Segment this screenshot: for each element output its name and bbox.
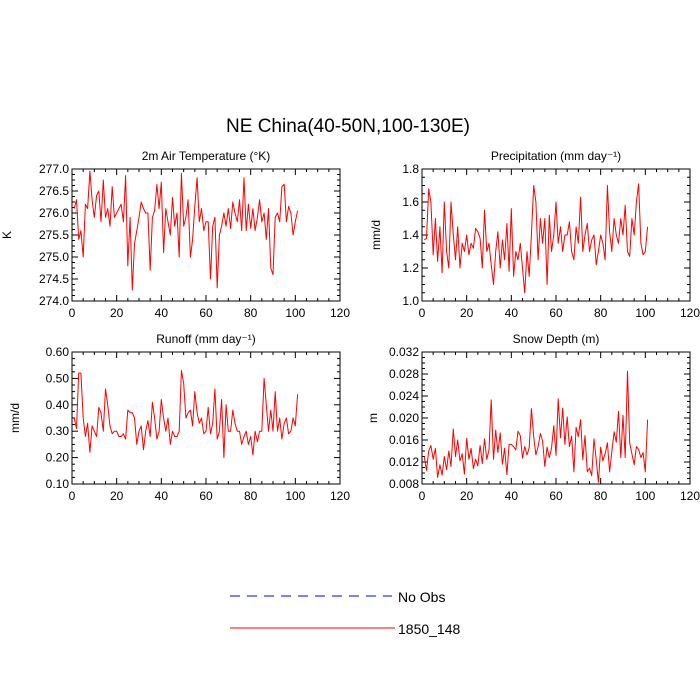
panel-runoff: Runoff (mm day⁻¹) mm/d 0 20 40 60 80 100 120 0.60… <box>8 332 350 503</box>
y-tick-label-runoff: 0.30 <box>46 424 70 438</box>
y-tick-label-precipitation: 1.0 <box>402 294 419 308</box>
series-line-snow-depth <box>423 370 649 483</box>
panel-snow-depth: Snow Depth (m) m 0 20 40 60 80 100 120 0.032 0.028… <box>366 332 700 503</box>
y-tick-label-runoff: 0.60 <box>46 345 70 359</box>
x-tick-label-precipitation: 20 <box>460 306 474 320</box>
y-tick-label-snow-depth: 0.032 <box>389 345 419 359</box>
y-tick-label-runoff: 0.40 <box>46 398 70 412</box>
x-tick-label-air-temperature: 120 <box>330 306 350 320</box>
x-tick-label-runoff: 80 <box>244 489 258 503</box>
series-line-air-temperature <box>73 170 299 291</box>
x-tick-label-snow-depth: 40 <box>505 489 519 503</box>
x-tick-label-snow-depth: 100 <box>635 489 655 503</box>
y-tick-label-air-temperature: 277.0 <box>39 162 69 176</box>
x-tick-label-precipitation: 0 <box>419 306 426 320</box>
x-tick-label-snow-depth: 60 <box>549 489 563 503</box>
plot-frame-snow-depth <box>421 351 691 485</box>
y-tick-label-precipitation: 1.2 <box>402 261 419 275</box>
y-tick-label-snow-depth: 0.020 <box>389 411 419 425</box>
y-tick-label-snow-depth: 0.008 <box>389 477 419 491</box>
y-axis-label-air-temperature: K <box>0 231 14 239</box>
y-axis-label-runoff: mm/d <box>8 403 22 433</box>
y-tick-label-air-temperature: 275.5 <box>39 228 69 242</box>
panel-air-temperature: 2m Air Temperature (°K) K 0 20 40 60 80 100 120 2… <box>0 149 350 320</box>
panel-title-snow-depth: Snow Depth (m) <box>513 332 600 346</box>
series-line-precipitation <box>423 183 649 294</box>
y-tick-label-runoff: 0.10 <box>46 477 70 491</box>
x-tick-label-runoff: 120 <box>330 489 350 503</box>
x-tick-label-snow-depth: 120 <box>680 489 700 503</box>
x-tick-label-air-temperature: 20 <box>110 306 124 320</box>
y-tick-label-snow-depth: 0.024 <box>389 389 419 403</box>
x-tick-label-runoff: 40 <box>155 489 169 503</box>
figure-title: NE China(40-50N,100-130E) <box>226 116 470 137</box>
y-tick-label-air-temperature: 275.0 <box>39 250 69 264</box>
x-tick-label-air-temperature: 40 <box>155 306 169 320</box>
series-line-runoff <box>73 370 299 459</box>
x-tick-label-air-temperature: 60 <box>199 306 213 320</box>
legend-label-no-obs: No Obs <box>398 589 445 605</box>
x-tick-label-runoff: 60 <box>199 489 213 503</box>
legend-label-1850-148: 1850_148 <box>398 621 461 637</box>
y-tick-label-air-temperature: 276.5 <box>39 184 69 198</box>
plot-frame-runoff <box>71 351 341 485</box>
legend: No Obs 1850_148 <box>230 589 461 637</box>
x-tick-label-air-temperature: 0 <box>69 306 76 320</box>
y-tick-label-snow-depth: 0.012 <box>389 455 419 469</box>
y-axis-label-snow-depth: m <box>366 413 380 423</box>
panel-precipitation: Precipitation (mm day⁻¹) mm/d 0 20 40 60 80 100… <box>369 149 700 320</box>
panels: 2m Air Temperature (°K) K 0 20 40 60 80 100 120 2… <box>0 149 700 503</box>
panel-title-precipitation: Precipitation (mm day⁻¹) <box>491 149 621 163</box>
x-tick-label-precipitation: 120 <box>680 306 700 320</box>
x-tick-label-runoff: 0 <box>69 489 76 503</box>
x-tick-label-precipitation: 100 <box>635 306 655 320</box>
x-tick-label-snow-depth: 20 <box>460 489 474 503</box>
x-tick-label-runoff: 100 <box>285 489 305 503</box>
y-tick-label-air-temperature: 276.0 <box>39 206 69 220</box>
x-tick-label-precipitation: 80 <box>594 306 608 320</box>
panel-title-air-temperature: 2m Air Temperature (°K) <box>142 149 271 163</box>
y-tick-label-air-temperature: 274.5 <box>39 272 69 286</box>
y-tick-label-runoff: 0.20 <box>46 451 70 465</box>
y-tick-label-snow-depth: 0.016 <box>389 433 419 447</box>
x-tick-label-runoff: 20 <box>110 489 124 503</box>
panel-title-runoff: Runoff (mm day⁻¹) <box>156 332 255 346</box>
plot-frame-precipitation <box>421 168 691 302</box>
y-tick-label-precipitation: 1.8 <box>402 162 419 176</box>
y-tick-label-precipitation: 1.4 <box>402 228 419 242</box>
x-tick-label-snow-depth: 80 <box>594 489 608 503</box>
y-tick-label-precipitation: 1.6 <box>402 195 419 209</box>
x-tick-label-precipitation: 40 <box>505 306 519 320</box>
x-tick-label-air-temperature: 80 <box>244 306 258 320</box>
x-tick-label-precipitation: 60 <box>549 306 563 320</box>
y-axis-label-precipitation: mm/d <box>369 220 383 250</box>
x-tick-label-snow-depth: 0 <box>419 489 426 503</box>
y-tick-label-air-temperature: 274.0 <box>39 294 69 308</box>
x-tick-label-air-temperature: 100 <box>285 306 305 320</box>
y-tick-label-runoff: 0.50 <box>46 371 70 385</box>
y-tick-label-snow-depth: 0.028 <box>389 367 419 381</box>
